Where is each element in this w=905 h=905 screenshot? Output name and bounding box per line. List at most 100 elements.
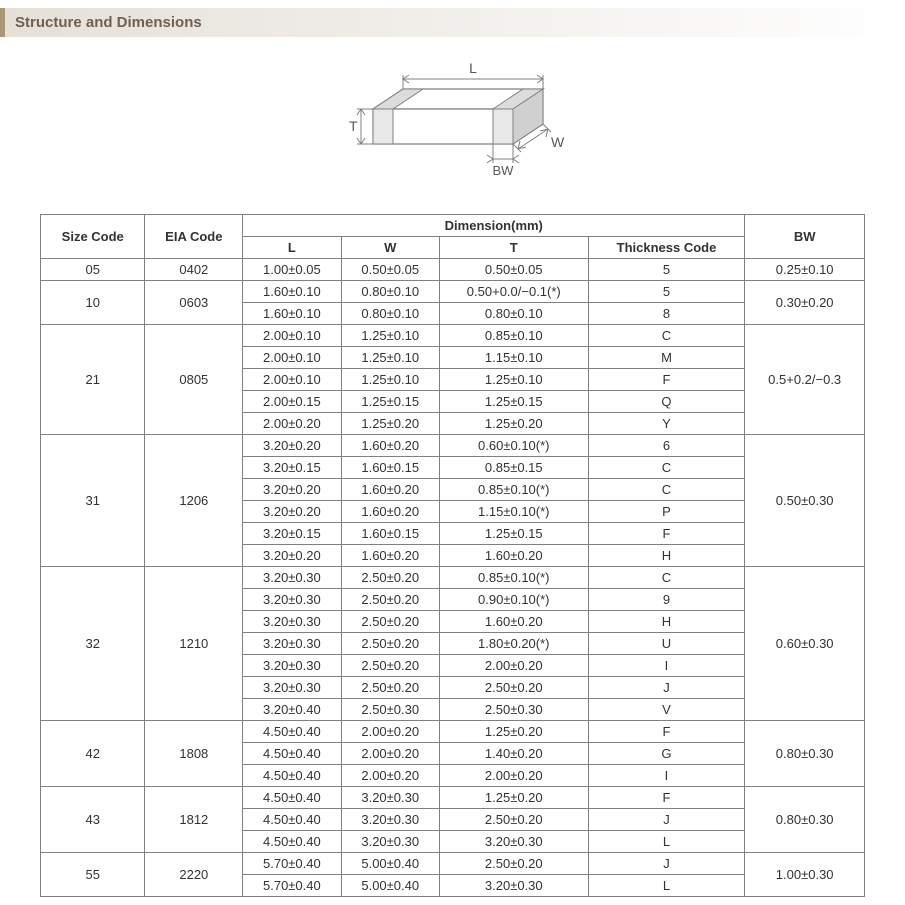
- cell-thickness-code: F: [588, 369, 745, 391]
- cell-T: 1.25±0.20: [439, 787, 588, 809]
- diagram-label-W: W: [551, 134, 565, 150]
- cell-T: 1.60±0.20: [439, 611, 588, 633]
- cell-W: 1.60±0.15: [341, 457, 439, 479]
- cell-bw: 1.00±0.30: [745, 853, 865, 897]
- cell-T: 0.50+0.0/−0.1(*): [439, 281, 588, 303]
- cell-thickness-code: F: [588, 787, 745, 809]
- cell-T: 2.50±0.20: [439, 809, 588, 831]
- cell-size-code: 31: [41, 435, 145, 567]
- cell-W: 2.00±0.20: [341, 765, 439, 787]
- cell-bw: 0.80±0.30: [745, 787, 865, 853]
- table-row: 5522205.70±0.405.00±0.402.50±0.20J1.00±0…: [41, 853, 865, 875]
- cell-T: 2.00±0.20: [439, 655, 588, 677]
- cell-T: 1.40±0.20: [439, 743, 588, 765]
- cell-W: 2.50±0.20: [341, 633, 439, 655]
- cell-L: 4.50±0.40: [243, 831, 341, 853]
- cell-L: 4.50±0.40: [243, 743, 341, 765]
- cell-thickness-code: 6: [588, 435, 745, 457]
- table-row: 3112063.20±0.201.60±0.200.60±0.10(*)60.5…: [41, 435, 865, 457]
- cell-L: 3.20±0.15: [243, 457, 341, 479]
- cell-L: 3.20±0.30: [243, 633, 341, 655]
- cell-W: 1.60±0.20: [341, 435, 439, 457]
- cell-L: 3.20±0.40: [243, 699, 341, 721]
- cell-bw: 0.60±0.30: [745, 567, 865, 721]
- cell-eia-code: 0402: [145, 259, 243, 281]
- cell-L: 3.20±0.30: [243, 589, 341, 611]
- cell-W: 1.25±0.15: [341, 391, 439, 413]
- cell-W: 2.50±0.20: [341, 655, 439, 677]
- cell-L: 4.50±0.40: [243, 787, 341, 809]
- cell-thickness-code: H: [588, 611, 745, 633]
- col-thickness-code: Thickness Code: [588, 237, 745, 259]
- cell-thickness-code: F: [588, 721, 745, 743]
- cell-L: 4.50±0.40: [243, 765, 341, 787]
- cell-thickness-code: J: [588, 809, 745, 831]
- cell-bw: 0.30±0.20: [745, 281, 865, 325]
- cell-L: 3.20±0.20: [243, 479, 341, 501]
- cell-thickness-code: I: [588, 655, 745, 677]
- cell-T: 3.20±0.30: [439, 875, 588, 897]
- cell-W: 3.20±0.30: [341, 787, 439, 809]
- table-row: 0504021.00±0.050.50±0.050.50±0.0550.25±0…: [41, 259, 865, 281]
- cell-thickness-code: P: [588, 501, 745, 523]
- col-dimension-group: Dimension(mm): [243, 215, 745, 237]
- cell-L: 1.60±0.10: [243, 303, 341, 325]
- cell-thickness-code: 9: [588, 589, 745, 611]
- cell-L: 3.20±0.15: [243, 523, 341, 545]
- cell-T: 0.85±0.10(*): [439, 567, 588, 589]
- cell-T: 1.25±0.20: [439, 413, 588, 435]
- cell-T: 0.50±0.05: [439, 259, 588, 281]
- cell-bw: 0.80±0.30: [745, 721, 865, 787]
- section-title: Structure and Dimensions: [0, 8, 905, 37]
- cell-W: 2.50±0.20: [341, 567, 439, 589]
- cell-T: 1.25±0.20: [439, 721, 588, 743]
- cell-L: 1.00±0.05: [243, 259, 341, 281]
- cell-thickness-code: Y: [588, 413, 745, 435]
- cell-thickness-code: L: [588, 831, 745, 853]
- table-row: 1006031.60±0.100.80±0.100.50+0.0/−0.1(*)…: [41, 281, 865, 303]
- col-size-code: Size Code: [41, 215, 145, 259]
- cell-eia-code: 0603: [145, 281, 243, 325]
- cell-W: 0.50±0.05: [341, 259, 439, 281]
- cell-L: 3.20±0.20: [243, 435, 341, 457]
- cell-eia-code: 0805: [145, 325, 243, 435]
- cell-thickness-code: C: [588, 457, 745, 479]
- cell-eia-code: 1808: [145, 721, 243, 787]
- diagram-label-L: L: [469, 60, 477, 76]
- cell-T: 0.80±0.10: [439, 303, 588, 325]
- cell-thickness-code: J: [588, 677, 745, 699]
- cell-T: 1.80±0.20(*): [439, 633, 588, 655]
- cell-W: 5.00±0.40: [341, 875, 439, 897]
- table-row: 2108052.00±0.101.25±0.100.85±0.10C0.5+0.…: [41, 325, 865, 347]
- cell-T: 2.50±0.20: [439, 853, 588, 875]
- cell-thickness-code: G: [588, 743, 745, 765]
- cell-thickness-code: 8: [588, 303, 745, 325]
- table-row: 4218084.50±0.402.00±0.201.25±0.20F0.80±0…: [41, 721, 865, 743]
- cell-T: 0.85±0.15: [439, 457, 588, 479]
- cell-L: 2.00±0.15: [243, 391, 341, 413]
- cell-W: 3.20±0.30: [341, 831, 439, 853]
- cell-W: 5.00±0.40: [341, 853, 439, 875]
- cell-eia-code: 1210: [145, 567, 243, 721]
- cell-size-code: 32: [41, 567, 145, 721]
- cell-L: 4.50±0.40: [243, 809, 341, 831]
- cell-T: 1.60±0.20: [439, 545, 588, 567]
- cell-size-code: 21: [41, 325, 145, 435]
- cell-L: 2.00±0.20: [243, 413, 341, 435]
- cell-thickness-code: U: [588, 633, 745, 655]
- cell-thickness-code: J: [588, 853, 745, 875]
- cell-W: 1.60±0.20: [341, 501, 439, 523]
- cell-W: 3.20±0.30: [341, 809, 439, 831]
- cell-thickness-code: 5: [588, 281, 745, 303]
- cell-W: 1.60±0.20: [341, 545, 439, 567]
- cell-L: 3.20±0.30: [243, 677, 341, 699]
- cell-T: 2.00±0.20: [439, 765, 588, 787]
- cell-bw: 0.25±0.10: [745, 259, 865, 281]
- cell-bw: 0.50±0.30: [745, 435, 865, 567]
- cell-W: 2.50±0.30: [341, 699, 439, 721]
- cell-T: 1.15±0.10(*): [439, 501, 588, 523]
- cell-T: 3.20±0.30: [439, 831, 588, 853]
- cell-W: 2.00±0.20: [341, 721, 439, 743]
- cell-L: 3.20±0.30: [243, 567, 341, 589]
- cell-L: 2.00±0.10: [243, 325, 341, 347]
